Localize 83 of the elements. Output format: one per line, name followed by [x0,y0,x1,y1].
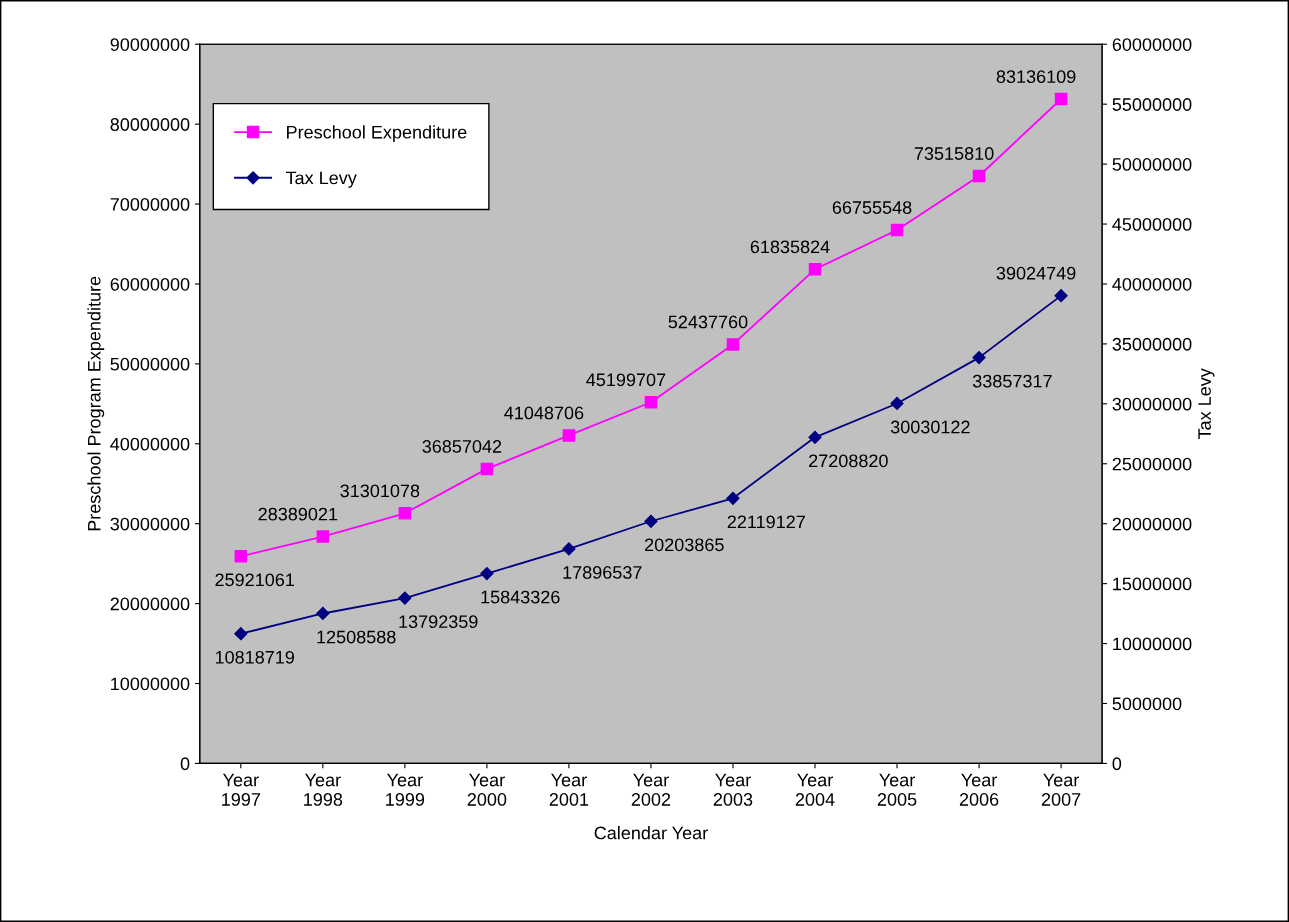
x-tick-label: Year 1998 [304,773,343,806]
data-label: 27208820 [809,454,888,468]
y2-tick-label: 35000000 [1112,337,1192,351]
data-label: 22119127 [727,515,805,529]
point [316,606,330,621]
point [726,338,740,351]
data-label: 36857042 [422,440,502,453]
y2-tick-label: 40000000 [1112,277,1192,291]
point [644,514,658,528]
y2-tick-label: 25000000 [1112,457,1192,471]
point [808,263,822,276]
point [398,591,412,605]
x-tick-label: Year 2002 [631,773,671,806]
y2-tick-label: 20000000 [1112,517,1192,531]
point [726,491,740,505]
y-tick-label: 50000000 [110,357,190,371]
x-axis-title: Calendar Year [594,826,708,840]
point [1054,289,1068,303]
data-label: 83136109 [996,70,1076,84]
x-tick-label: Year 1999 [386,773,425,806]
data-label: 61835824 [750,240,830,254]
data-label: 66755548 [832,201,912,214]
point [1054,92,1068,106]
legend-label: Preschool Expenditure [287,125,467,143]
data-label: 73515810 [914,147,994,160]
y2-tick-label: 0 [1112,757,1122,771]
point [644,395,658,409]
data-label: 28389021 [258,507,338,521]
x-tick-label: Year 2005 [877,773,917,806]
x-tick-label: Year 2004 [795,773,835,806]
point [972,169,986,183]
y-tick-label: 70000000 [110,198,190,211]
y-tick-label: 40000000 [110,437,190,451]
point [398,507,412,520]
legend-label: Tax Levy [285,171,357,188]
data-label: 30030122 [890,420,970,434]
data-label: 17896537 [563,566,642,579]
y2-tick-label: 15000000 [1113,577,1192,591]
y-tick-label: 20000000 [110,597,190,611]
y2-axis-title: Tax Levy [1198,368,1215,440]
y2-tick-label: 50000000 [1112,158,1192,171]
y2-tick-label: 5000000 [1112,697,1182,711]
y2-tick-label: 10000000 [1113,637,1192,651]
data-label: 12508588 [317,630,396,644]
y-tick-label: 30000000 [110,517,190,531]
point [808,430,822,444]
point [890,396,904,411]
x-tick-label: Year 2001 [549,773,589,806]
data-label: 39024749 [996,266,1076,280]
y2-tick-label: 30000000 [1112,397,1192,411]
point [480,566,494,581]
y2-tick-label: 55000000 [1112,98,1192,111]
data-label: 45199707 [586,373,666,387]
x-tick-label: Year 1997 [222,773,260,806]
data-label: 52437760 [668,315,748,329]
point [562,429,576,442]
data-label: 20203865 [645,538,724,552]
point [890,223,904,237]
data-label: 10818719 [215,650,295,664]
data-label: 15843326 [481,590,560,604]
data-label: 33857317 [972,374,1052,388]
point [316,530,330,543]
point [562,542,576,556]
y-tick-label: 80000000 [110,118,190,131]
point [972,351,986,365]
y-tick-label: 0 [180,757,190,771]
y2-tick-label: 60000000 [1112,38,1192,51]
y-tick-label: 90000000 [110,38,190,51]
data-label: 25921061 [215,573,294,587]
data-label: 13792359 [399,615,478,629]
data-label: 31301078 [340,484,420,498]
x-tick-label: Year 2000 [467,773,507,806]
y-tick-label: 10000000 [111,677,190,691]
point [480,462,494,476]
data-label: 41048706 [504,406,584,420]
point [234,550,248,563]
x-tick-label: Year 2007 [1041,773,1081,806]
point [234,627,248,641]
y-tick-label: 60000000 [110,277,190,291]
x-tick-label: Year 2003 [713,773,753,806]
x-tick-label: Year 2006 [959,773,999,806]
y-axis-title: Preschool Program Expenditure [87,276,105,531]
y2-tick-label: 45000000 [1112,217,1192,231]
